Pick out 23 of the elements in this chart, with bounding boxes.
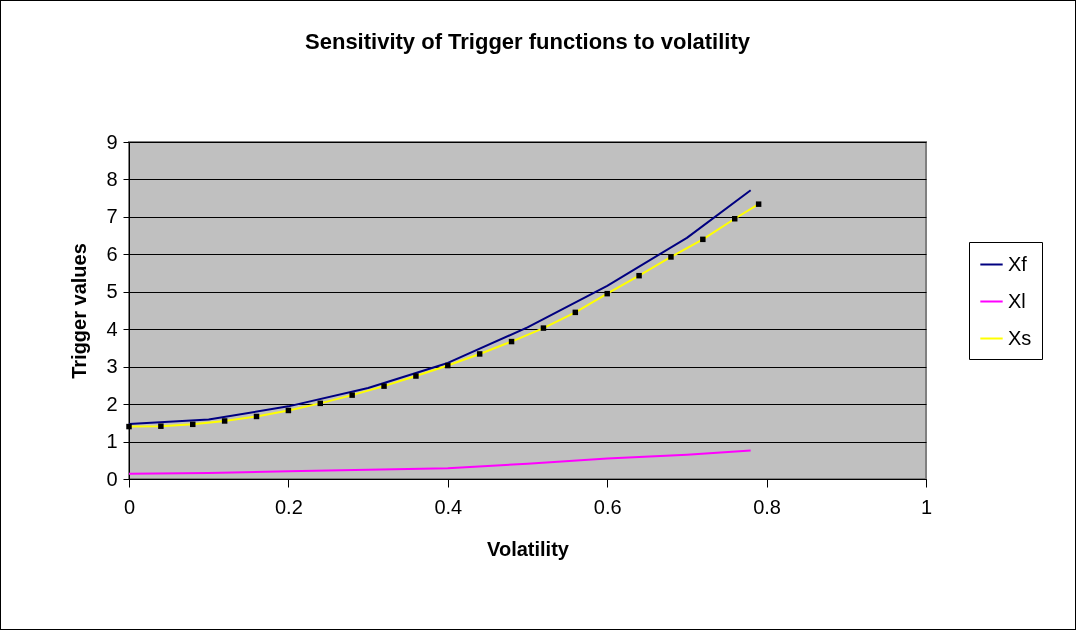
line-series <box>128 449 752 475</box>
y-tick-label: 9 <box>106 130 118 153</box>
y-tick-label: 2 <box>106 392 118 415</box>
y-tick-label: 3 <box>106 355 118 378</box>
x-tick-label: 0.2 <box>274 495 303 518</box>
y-tick-label: 0 <box>106 467 118 490</box>
y-tick-label: 7 <box>106 205 118 228</box>
legend-label: Xf <box>1008 252 1028 275</box>
x-tick-label: 0.6 <box>593 495 622 518</box>
x-tick-label: 1 <box>920 495 933 518</box>
chart-title: Sensitivity of Trigger functions to volatility <box>305 29 751 54</box>
y-tick-label: 6 <box>106 242 118 265</box>
legend-label: Xl <box>1008 289 1026 312</box>
x-tick-label: 0.4 <box>434 495 463 518</box>
y-tick-label: 5 <box>106 280 118 303</box>
y-tick-label: 8 <box>106 167 118 190</box>
x-tick-label: 0 <box>123 495 136 518</box>
x-axis-title: Volatility <box>487 537 570 560</box>
y-tick-label: 4 <box>106 317 118 340</box>
x-tick-label: 0.8 <box>753 495 782 518</box>
y-axis-title: Trigger values <box>68 243 91 379</box>
y-tick-label: 1 <box>106 430 118 453</box>
legend-label: Xs <box>1008 326 1032 349</box>
